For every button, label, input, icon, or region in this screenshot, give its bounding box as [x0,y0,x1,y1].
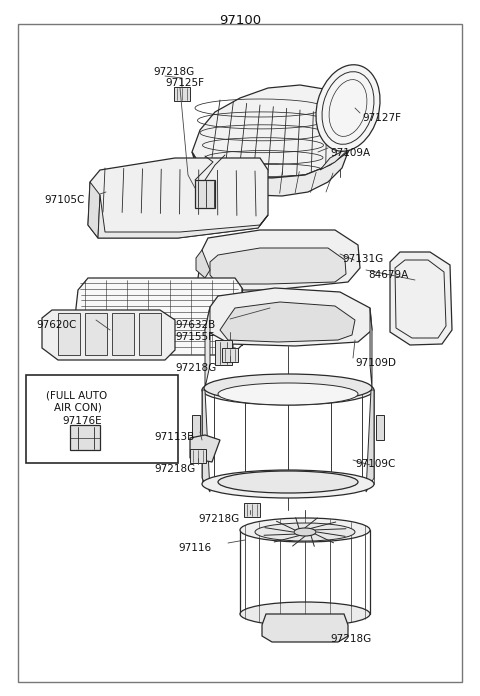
Ellipse shape [240,518,370,542]
Polygon shape [192,415,200,440]
Text: 97218G: 97218G [154,464,195,474]
Ellipse shape [202,375,374,405]
Ellipse shape [316,65,380,151]
Polygon shape [262,614,348,642]
Polygon shape [88,182,100,238]
Polygon shape [70,425,100,450]
Polygon shape [366,390,374,492]
Text: 84679A: 84679A [368,270,408,280]
Polygon shape [174,87,190,101]
Ellipse shape [294,528,316,536]
Text: 97105C: 97105C [44,195,84,205]
Text: 97109A: 97109A [330,148,370,158]
Text: 97218G: 97218G [330,634,371,644]
Polygon shape [192,152,348,196]
Ellipse shape [204,374,372,402]
Ellipse shape [240,602,370,626]
Polygon shape [370,308,372,388]
Ellipse shape [202,470,374,498]
Polygon shape [195,180,215,208]
Text: 97176E: 97176E [62,416,102,426]
Polygon shape [196,250,210,278]
Text: AIR CON): AIR CON) [54,403,102,413]
Text: 97109C: 97109C [355,459,396,469]
Text: 97125F: 97125F [165,78,204,88]
Polygon shape [192,85,362,178]
Polygon shape [202,390,210,492]
Polygon shape [112,313,134,355]
Polygon shape [190,449,206,463]
Polygon shape [98,195,268,238]
Polygon shape [42,310,175,360]
Ellipse shape [218,471,358,493]
FancyBboxPatch shape [18,24,462,682]
Ellipse shape [255,523,355,541]
Polygon shape [222,348,238,362]
Polygon shape [222,182,248,210]
Ellipse shape [218,383,358,405]
Text: 97100: 97100 [219,14,261,27]
Polygon shape [85,313,107,355]
FancyBboxPatch shape [26,375,178,463]
Text: 97109D: 97109D [355,358,396,368]
Polygon shape [376,415,384,440]
Polygon shape [215,340,232,365]
Polygon shape [390,252,452,345]
Polygon shape [205,288,372,346]
Polygon shape [88,158,268,238]
Text: 97131G: 97131G [342,254,383,264]
Text: 97113B: 97113B [154,432,194,442]
Polygon shape [210,248,346,284]
Text: 97632B: 97632B [175,320,215,330]
Polygon shape [139,313,161,355]
Text: 97155F: 97155F [175,332,214,342]
Text: 97127F: 97127F [362,113,401,123]
Polygon shape [220,302,355,342]
Polygon shape [198,278,210,298]
Polygon shape [72,278,242,355]
Polygon shape [190,435,220,462]
Text: 97218G: 97218G [153,67,194,77]
Text: 97620C: 97620C [36,320,76,330]
Text: 97116: 97116 [178,543,211,553]
Polygon shape [302,617,318,631]
Polygon shape [58,313,80,355]
Text: (FULL AUTO: (FULL AUTO [46,390,107,400]
Polygon shape [320,100,365,170]
Polygon shape [205,307,210,388]
Text: 97218G: 97218G [198,514,239,524]
Text: 97218G: 97218G [175,363,216,373]
Polygon shape [198,230,360,290]
Polygon shape [244,503,260,517]
